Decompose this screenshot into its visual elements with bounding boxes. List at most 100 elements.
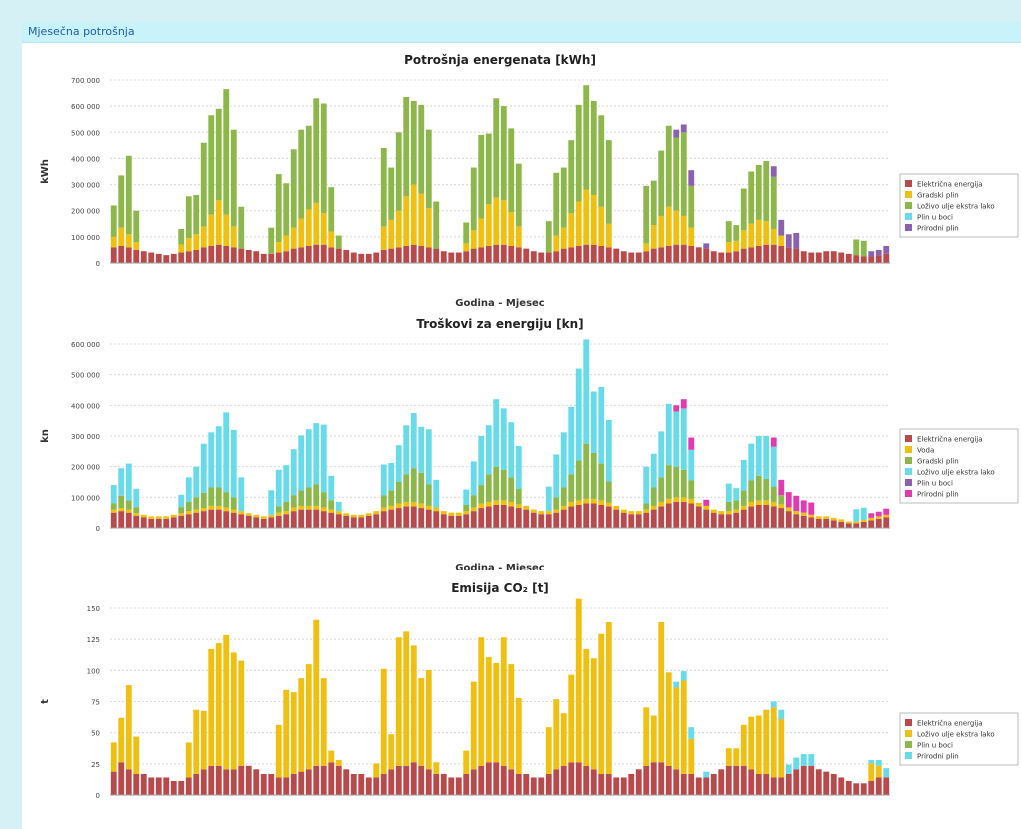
bar-segment: [410, 468, 417, 502]
bar-segment: [500, 500, 507, 505]
bar-segment: [223, 412, 230, 493]
bar-segment: [260, 516, 267, 519]
bar-segment: [860, 240, 867, 257]
bar-segment: [635, 252, 642, 263]
bar-segment: [395, 508, 402, 528]
bar-segment: [793, 511, 800, 515]
bar-segment: [800, 765, 807, 795]
legend-swatch: [905, 180, 912, 187]
bar-segment: [763, 773, 770, 795]
bar-segment: [800, 512, 807, 516]
bar-segment: [470, 507, 477, 512]
x-axis-label: Godina - Mjesec: [455, 298, 545, 309]
bar-segment: [508, 212, 515, 247]
bar-segment: [230, 509, 237, 513]
bar-segment: [725, 765, 732, 795]
bar-segment: [433, 511, 440, 528]
bar-segment: [215, 244, 222, 263]
bar-segment: [365, 513, 372, 516]
bar-segment: [200, 508, 207, 512]
bar-segment: [778, 719, 785, 778]
bar-segment: [763, 221, 770, 245]
bar-segment: [665, 503, 672, 528]
bar-segment: [575, 246, 582, 263]
bar-segment: [230, 247, 237, 263]
bar-segment: [658, 215, 665, 248]
bar-segment: [883, 514, 890, 518]
bar-segment: [478, 218, 485, 248]
bar-segment: [643, 251, 650, 263]
bar-segment: [403, 765, 410, 795]
bar-segment: [755, 475, 762, 501]
bar-segment: [283, 501, 290, 512]
bar-segment: [320, 678, 327, 766]
bar-segment: [425, 247, 432, 263]
bar-segment: [320, 244, 327, 263]
bar-segment: [815, 518, 822, 528]
bar-segment: [463, 773, 470, 795]
bar-segment: [583, 339, 590, 444]
bar-segment: [118, 762, 125, 795]
bar-segment: [425, 509, 432, 528]
bar-segment: [883, 508, 890, 515]
bar-segment: [815, 769, 822, 795]
bar-segment: [125, 155, 132, 235]
bar-segment: [328, 500, 335, 510]
bar-segment: [208, 505, 215, 510]
bar-segment: [553, 235, 560, 252]
bar-segment: [305, 487, 312, 506]
bar-segment: [658, 506, 665, 528]
y-tick-label: 600 000: [71, 103, 100, 111]
bar-segment: [778, 504, 785, 509]
bar-segment: [118, 175, 125, 228]
bar-segment: [320, 213, 327, 245]
bar-segment: [860, 521, 867, 528]
bar-segment: [223, 246, 230, 263]
y-tick-label: 0: [96, 260, 100, 268]
bar-segment: [163, 518, 170, 528]
bar-segment: [118, 495, 125, 509]
legend-swatch: [905, 191, 912, 198]
bar-segment: [680, 680, 687, 774]
bar-segment: [620, 251, 627, 263]
bar-segment: [365, 253, 372, 263]
bar-segment: [650, 453, 657, 488]
bar-segment: [403, 96, 410, 197]
bar-segment: [193, 466, 200, 498]
bar-segment: [260, 773, 267, 795]
bar-segment: [508, 477, 515, 502]
bar-segment: [358, 253, 365, 263]
chart-energy-consumption: Potrošnja energenata [kWh] 0 100 000 200 00…: [40, 53, 1019, 309]
bar-segment: [425, 208, 432, 248]
x-axis-label: Godina - Mjesec: [455, 563, 545, 570]
bar-segment: [838, 519, 845, 522]
bar-segment: [860, 783, 867, 795]
bar-segment: [245, 515, 252, 528]
bar-segment: [673, 129, 680, 138]
bar-segment: [223, 507, 230, 512]
chart-co2-emission: Emisija CO₂ [t]0255075100125150tGodina -…: [40, 581, 1019, 800]
bar-segment: [283, 511, 290, 515]
bar-segment: [110, 205, 117, 237]
bar-segment: [110, 509, 117, 513]
bar-segment: [305, 209, 312, 247]
bar-segment: [575, 500, 582, 505]
bar-segment: [755, 219, 762, 247]
bar-segment: [643, 512, 650, 528]
bar-segment: [215, 200, 222, 245]
bar-segment: [598, 633, 605, 774]
bar-segment: [568, 140, 575, 214]
bar-segment: [470, 511, 477, 528]
bar-segment: [823, 518, 830, 528]
bar-segment: [358, 514, 365, 518]
bar-segment: [448, 777, 455, 795]
legend-swatch: [905, 446, 912, 453]
bar-segment: [523, 509, 530, 528]
panel-title: Mjesečna potrošnja: [22, 22, 1021, 43]
y-tick-label: 150: [87, 605, 100, 613]
bar-segment: [155, 516, 162, 519]
bar-segment: [643, 466, 650, 504]
bar-segment: [553, 512, 560, 528]
legend-swatch: [905, 719, 912, 726]
bar-segment: [845, 521, 852, 524]
